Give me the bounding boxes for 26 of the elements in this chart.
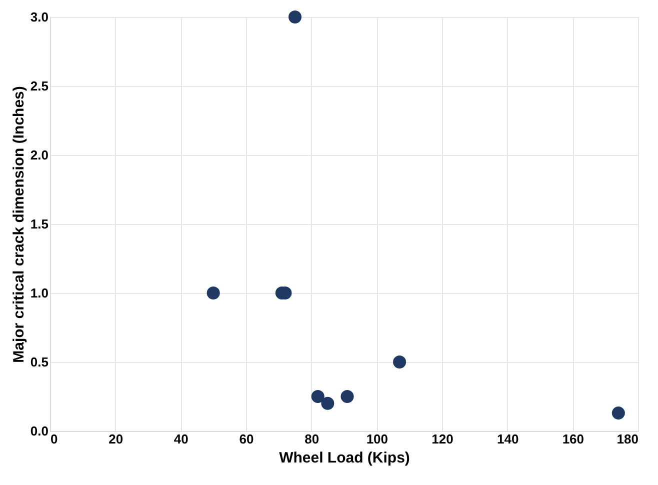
point (321, 396, 334, 410)
x-tick-label: 40 (174, 432, 188, 446)
x-tick-label: 100 (366, 432, 388, 446)
point (340, 390, 354, 404)
y-tick-label: 3.0 (30, 10, 48, 24)
point (612, 406, 625, 420)
y-tick-label: 1.0 (30, 286, 48, 300)
y-tick-label: 0.0 (30, 424, 48, 438)
x-tick-label: 80 (304, 432, 320, 446)
x-tick-label: 180 (616, 432, 638, 446)
point (288, 10, 302, 24)
point (206, 286, 220, 300)
y-axis-title: Major critical crack dimension (Inches) (10, 86, 28, 363)
y-tick-label: 2.0 (30, 148, 48, 162)
y-tick-label: 0.5 (30, 354, 48, 370)
point (311, 390, 324, 404)
point (393, 355, 406, 369)
y-tick-label: 1.5 (30, 216, 48, 232)
x-tick-label: 60 (239, 432, 254, 446)
x-tick-label: 120 (432, 432, 454, 446)
x-tick-label: 140 (496, 432, 519, 446)
x-tick-label: 160 (562, 432, 584, 446)
x-axis-title: Wheel Load (Kips) (279, 450, 410, 466)
x-tick-label: 20 (108, 432, 124, 446)
y-tick-label: 2.5 (30, 78, 48, 94)
x-tick-label: 0 (50, 432, 58, 446)
